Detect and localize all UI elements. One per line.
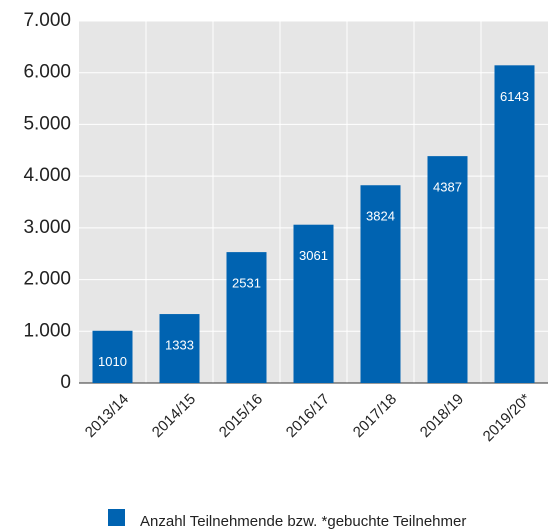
x-tick-label: 2013/14 <box>82 391 132 441</box>
bar <box>92 330 133 383</box>
x-tick-label: 2017/18 <box>350 391 400 441</box>
value-label: 2531 <box>232 276 261 291</box>
y-tick-label: 6.000 <box>23 62 71 83</box>
value-label: 4387 <box>433 180 462 195</box>
y-tick-label: 2.000 <box>23 269 71 290</box>
x-tick-label: 2014/15 <box>149 391 199 441</box>
y-tick-label: 4.000 <box>23 165 71 186</box>
bar <box>226 252 267 383</box>
x-tick-label: 2019/20* <box>480 391 535 446</box>
x-tick-label: 2015/16 <box>216 391 266 441</box>
value-label: 1010 <box>98 354 127 369</box>
y-tick-label: 7.000 <box>23 10 71 31</box>
bar <box>293 224 334 383</box>
bar <box>360 185 401 383</box>
legend-swatch <box>108 509 125 526</box>
bar <box>159 314 200 383</box>
x-tick-label: 2018/19 <box>417 391 467 441</box>
y-tick-label: 1.000 <box>23 320 71 341</box>
value-label: 3824 <box>366 209 395 224</box>
value-label: 6143 <box>500 89 529 104</box>
bar <box>427 156 468 383</box>
x-tick-label: 2016/17 <box>283 391 333 441</box>
value-label: 1333 <box>165 338 194 353</box>
legend-label: Anzahl Teilnehmende bzw. *gebuchte Teiln… <box>140 513 466 530</box>
y-tick-label: 0 <box>60 372 71 393</box>
y-tick-label: 3.000 <box>23 217 71 238</box>
value-label: 3061 <box>299 248 328 263</box>
bar <box>494 65 535 383</box>
y-tick-label: 5.000 <box>23 113 71 134</box>
